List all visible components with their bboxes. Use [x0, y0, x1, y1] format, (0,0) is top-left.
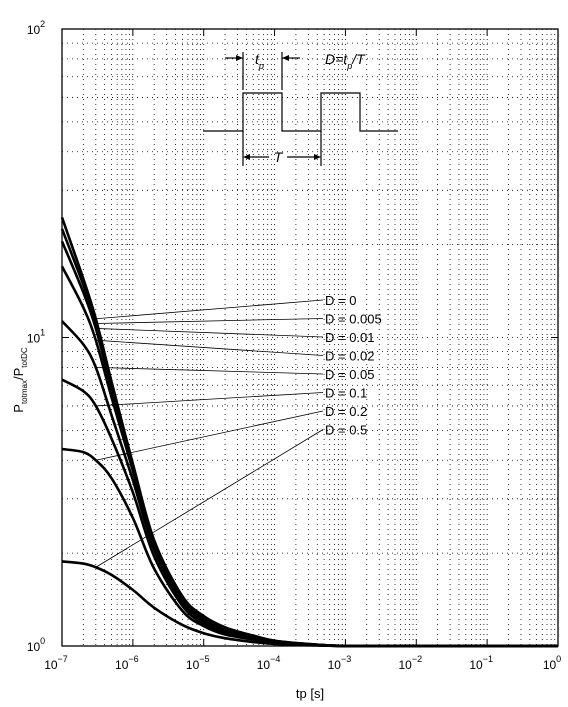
x-tick-label: 10−5 — [186, 654, 210, 672]
series-label-6: D = 0.2 — [325, 404, 367, 419]
tp-right-arrowhead — [282, 55, 289, 61]
x-axis-label: tp [s] — [296, 686, 324, 701]
pulse-waveform — [203, 92, 398, 132]
series-label-0: D = 0 — [325, 293, 356, 308]
t-left-arrowhead — [243, 154, 250, 160]
y-tick-labels: 100 101 102 — [27, 19, 45, 654]
label-leader-lines — [95, 299, 324, 568]
leader-line-2 — [95, 328, 324, 338]
grid — [62, 29, 558, 646]
leader-line-5 — [95, 392, 324, 407]
plot-frame — [61, 28, 559, 647]
x-tick-label: 10−2 — [398, 654, 422, 672]
series-label-2: D = 0.01 — [325, 330, 375, 345]
series-group — [60, 217, 558, 648]
series-label-7: D = 0.5 — [325, 423, 367, 438]
series-line-2 — [60, 240, 558, 648]
series-label-5: D = 0.1 — [325, 386, 367, 401]
y-tick-label: 100 — [27, 636, 45, 654]
y-axis-label-base: P — [11, 404, 26, 413]
y-axis-label-sub1: totmax — [20, 380, 29, 404]
tp-left-arrowhead — [236, 55, 243, 61]
x-tick-labels: 10−7 10−6 10−5 10−4 10−3 10−2 10−1 100 — [44, 654, 561, 672]
t-right-arrowhead — [314, 154, 321, 160]
x-tick-label: 10−1 — [469, 654, 493, 672]
series-line-7 — [61, 560, 558, 648]
x-tick-label: 10−3 — [328, 654, 352, 672]
y-axis-label-mid: /P — [11, 368, 26, 380]
y-tick-label: 101 — [27, 328, 45, 346]
leader-line-7 — [95, 429, 324, 568]
series-labels: D = 0 D = 0.005 D = 0.01 D = 0.02 D = 0.05 D … — [325, 293, 382, 438]
leader-line-0 — [95, 299, 324, 320]
period-label: T — [274, 149, 284, 165]
y-axis-label: Ptotmax/PtotDC — [11, 347, 29, 413]
series-label-3: D = 0.02 — [325, 349, 375, 364]
leader-line-4 — [95, 366, 324, 375]
x-tick-label: 10−4 — [257, 654, 281, 672]
leader-line-3 — [95, 339, 324, 356]
pulse-diagram — [203, 52, 398, 166]
series-label-4: D = 0.05 — [325, 367, 375, 382]
x-tick-label: 10−6 — [115, 654, 139, 672]
y-tick-label: 102 — [27, 19, 45, 37]
leader-line-1 — [95, 318, 324, 324]
x-tick-label: 100 — [543, 654, 561, 672]
axis-ticks — [61, 28, 559, 647]
y-axis-label-sub2: totDC — [20, 347, 29, 368]
series-label-1: D = 0.005 — [325, 312, 382, 327]
leader-line-6 — [95, 410, 324, 461]
tp-label: tp — [255, 51, 264, 71]
series-line-0 — [60, 217, 558, 648]
duty-formula: D=tp/T — [325, 51, 366, 71]
x-tick-label: 10−7 — [44, 654, 68, 672]
